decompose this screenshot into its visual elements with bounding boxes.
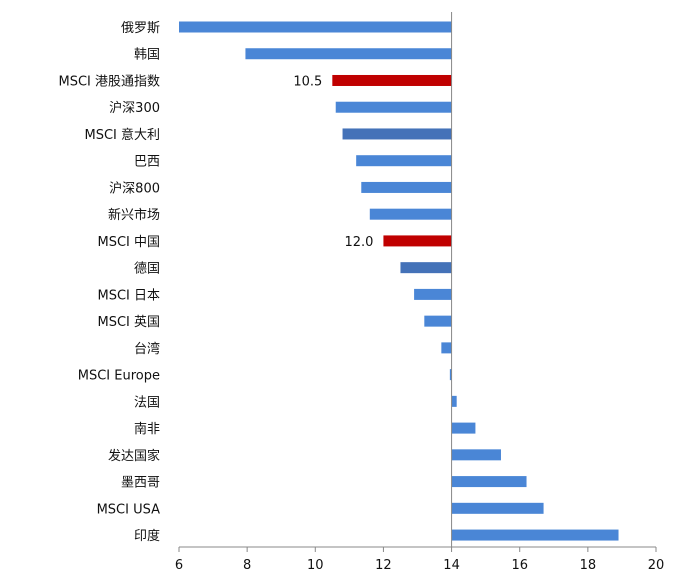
- bar-德国: [400, 262, 452, 274]
- bar-法国: [451, 395, 457, 407]
- category-label: 沪深300: [109, 100, 160, 116]
- category-label: 发达国家: [108, 448, 160, 464]
- category-label: 巴西: [134, 155, 160, 170]
- category-label: 韩国: [134, 48, 160, 63]
- bar-msci-usa: [451, 502, 544, 514]
- category-label: MSCI Europe: [78, 369, 160, 384]
- bar-韩国: [245, 48, 452, 60]
- bar-发达国家: [451, 449, 501, 461]
- x-tick-label: 10: [307, 558, 324, 573]
- category-label: MSCI 日本: [97, 288, 160, 303]
- bar-南非: [451, 422, 476, 434]
- bar-印度: [451, 529, 619, 541]
- data-label: 12.0: [344, 235, 373, 250]
- x-tick-label: 16: [511, 558, 528, 573]
- bar-msci-意大利: [342, 128, 452, 140]
- category-label: 德国: [134, 262, 160, 277]
- category-label: MSCI 意大利: [84, 127, 160, 143]
- bar-msci-中国: [383, 235, 452, 247]
- x-axis-ticks: 6 8 10 12 14 16 18 20: [175, 547, 664, 573]
- category-label: MSCI USA: [97, 502, 161, 517]
- bar-墨西哥: [451, 476, 527, 488]
- category-label: MSCI 港股通指数: [58, 74, 160, 89]
- data-labels: 10.5 12.0: [293, 74, 373, 249]
- x-tick-label: 12: [375, 558, 392, 573]
- category-label: MSCI 中国: [97, 235, 160, 250]
- x-tick-label: 20: [648, 558, 665, 573]
- x-tick-label: 18: [580, 558, 597, 573]
- category-label: 新兴市场: [108, 207, 160, 223]
- bar-俄罗斯: [179, 21, 452, 33]
- bar-新兴市场: [369, 208, 452, 220]
- bar-台湾: [441, 342, 452, 354]
- x-tick-label: 6: [175, 558, 183, 573]
- bar-巴西: [356, 155, 452, 167]
- category-label: 墨西哥: [121, 476, 160, 491]
- category-label: 印度: [134, 528, 160, 544]
- bar-msci-英国: [424, 315, 452, 327]
- category-label: 台湾: [134, 341, 160, 357]
- category-label: 俄罗斯: [121, 21, 160, 36]
- bar-沪深800: [361, 181, 452, 193]
- bar-msci-日本: [414, 288, 452, 300]
- category-label: 南非: [134, 421, 160, 437]
- category-label: 沪深800: [109, 180, 160, 196]
- data-label: 10.5: [293, 74, 322, 89]
- bar-msci-europe: [449, 369, 452, 381]
- x-tick-label: 8: [243, 558, 251, 573]
- x-tick-label: 14: [443, 558, 460, 573]
- bars-group: [179, 21, 619, 541]
- bar-沪深300: [335, 101, 452, 113]
- bar-msci-港股通指数: [332, 74, 452, 86]
- category-label: MSCI 英国: [97, 315, 160, 330]
- category-label: 法国: [134, 395, 160, 410]
